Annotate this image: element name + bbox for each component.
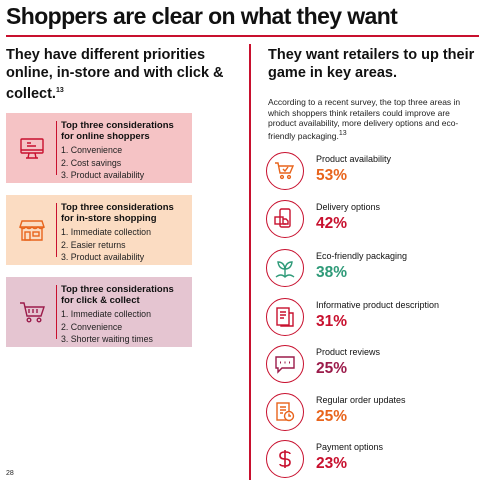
storefront-icon — [18, 216, 46, 244]
in-store-box: Top three considerations for in-store sh… — [6, 195, 192, 265]
chat-stars-icon — [266, 345, 304, 383]
intro-ref: 13 — [338, 129, 347, 137]
left-heading-text: They have different priorities online, i… — [6, 47, 224, 102]
shopping-cart-icon — [18, 298, 46, 326]
right-heading: They want retailers to up their game in … — [268, 47, 475, 81]
list-item: 2. Cost savings — [61, 157, 122, 168]
box-title: Top three considerations for click & col… — [61, 284, 174, 306]
stat-delivery-options: Delivery options 42% — [266, 198, 478, 242]
leaves-icon — [266, 249, 304, 287]
stat-label: Product reviews — [316, 347, 381, 357]
stat-label: Informative product description — [316, 300, 440, 310]
stat-label: Eco-friendly packaging — [316, 251, 408, 261]
stat-order-updates: Regular order updates 25% — [266, 391, 478, 435]
click-collect-box: Top three considerations for click & col… — [6, 277, 192, 347]
intro-paragraph: According to a recent survey, the top th… — [268, 97, 478, 141]
stat-value: 25% — [316, 360, 348, 377]
stat-payment-options: Payment options 23% — [266, 438, 478, 482]
left-heading-ref: 13 — [55, 87, 64, 94]
list-item: 3. Product availability — [61, 252, 145, 262]
stat-label: Delivery options — [316, 202, 381, 212]
box-separator — [56, 285, 57, 339]
box-separator — [56, 203, 57, 257]
delivery-phone-icon — [266, 200, 304, 238]
stat-label: Payment options — [316, 442, 384, 452]
intro-text: According to a recent survey, the top th… — [268, 97, 461, 141]
list-item: 1. Immediate collection — [61, 309, 151, 319]
online-shoppers-box: Top three considerations for online shop… — [6, 113, 192, 183]
stat-value: 53% — [316, 167, 348, 184]
dollar-icon — [266, 440, 304, 478]
stat-product-availability: Product availability 53% — [266, 150, 478, 194]
monitor-icon — [18, 134, 46, 162]
list-item: 2. Convenience — [61, 321, 123, 332]
title-divider — [6, 35, 479, 37]
list-item: 1. Convenience — [61, 145, 123, 155]
list-item: 3. Shorter waiting times — [61, 334, 153, 344]
box-title: Top three considerations for in-store sh… — [61, 202, 174, 224]
stat-label: Product availability — [316, 154, 392, 164]
order-clock-icon — [266, 393, 304, 431]
stat-product-description: Informative product description 31% — [266, 296, 478, 340]
left-heading: They have different priorities online, i… — [6, 46, 236, 103]
stat-eco-packaging: Eco-friendly packaging 38% — [266, 247, 478, 291]
stat-product-reviews: Product reviews 25% — [266, 343, 478, 387]
stat-value: 31% — [316, 313, 348, 330]
stat-value: 42% — [316, 215, 348, 232]
list-item: 2. Easier returns — [61, 239, 126, 250]
list-item: 1. Immediate collection — [61, 227, 151, 237]
column-divider — [249, 44, 251, 480]
page-title: Shoppers are clear on what they want — [6, 3, 398, 29]
box-title: Top three considerations for online shop… — [61, 120, 174, 142]
stat-value: 25% — [316, 408, 348, 425]
stat-value: 23% — [316, 455, 348, 472]
box-separator — [56, 121, 57, 175]
stat-value: 38% — [316, 264, 348, 281]
stat-label: Regular order updates — [316, 395, 406, 405]
list-item: 3. Product availability — [61, 170, 145, 180]
document-icon — [266, 298, 304, 336]
cart-check-icon — [266, 152, 304, 190]
page-number: 28 — [6, 470, 14, 477]
